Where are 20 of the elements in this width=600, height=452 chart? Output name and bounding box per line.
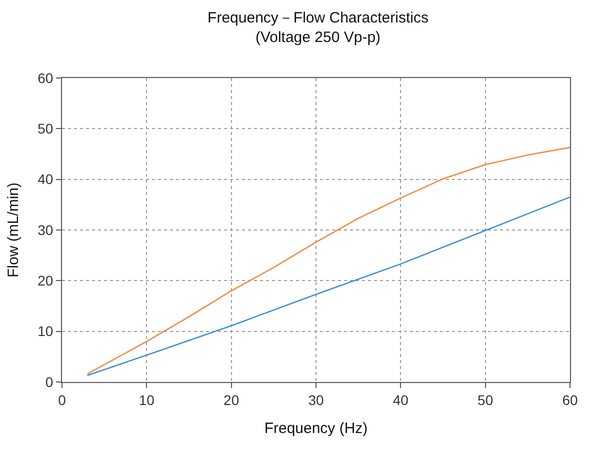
y-tick-label: 40 [38, 171, 54, 188]
y-tick-label: 60 [38, 70, 54, 86]
x-tick-label: 20 [224, 392, 240, 408]
line-series [86, 196, 570, 376]
x-tick-label: 50 [478, 392, 494, 408]
chart-subtitle: (Voltage 250 Vp-p) [255, 29, 381, 46]
x-tick-label: 0 [58, 392, 66, 408]
x-tick-label: 40 [392, 392, 409, 408]
y-tick-label: 10 [38, 323, 54, 340]
y-axis-title: Flow (mL/min) [4, 182, 22, 278]
x-axis-title: Frequency (Hz) [264, 420, 368, 437]
x-tick-label: 30 [308, 392, 324, 408]
y-tick-label: 50 [38, 120, 54, 137]
line-series [86, 146, 570, 375]
y-tick-label: 30 [38, 222, 54, 238]
x-tick-label: 60 [562, 392, 578, 408]
y-tick-label: 0 [45, 374, 54, 390]
x-tick-label: 10 [138, 392, 155, 408]
y-tick-label: 20 [38, 272, 54, 289]
chart-title: Frequency－Flow Characteristics [208, 10, 428, 27]
